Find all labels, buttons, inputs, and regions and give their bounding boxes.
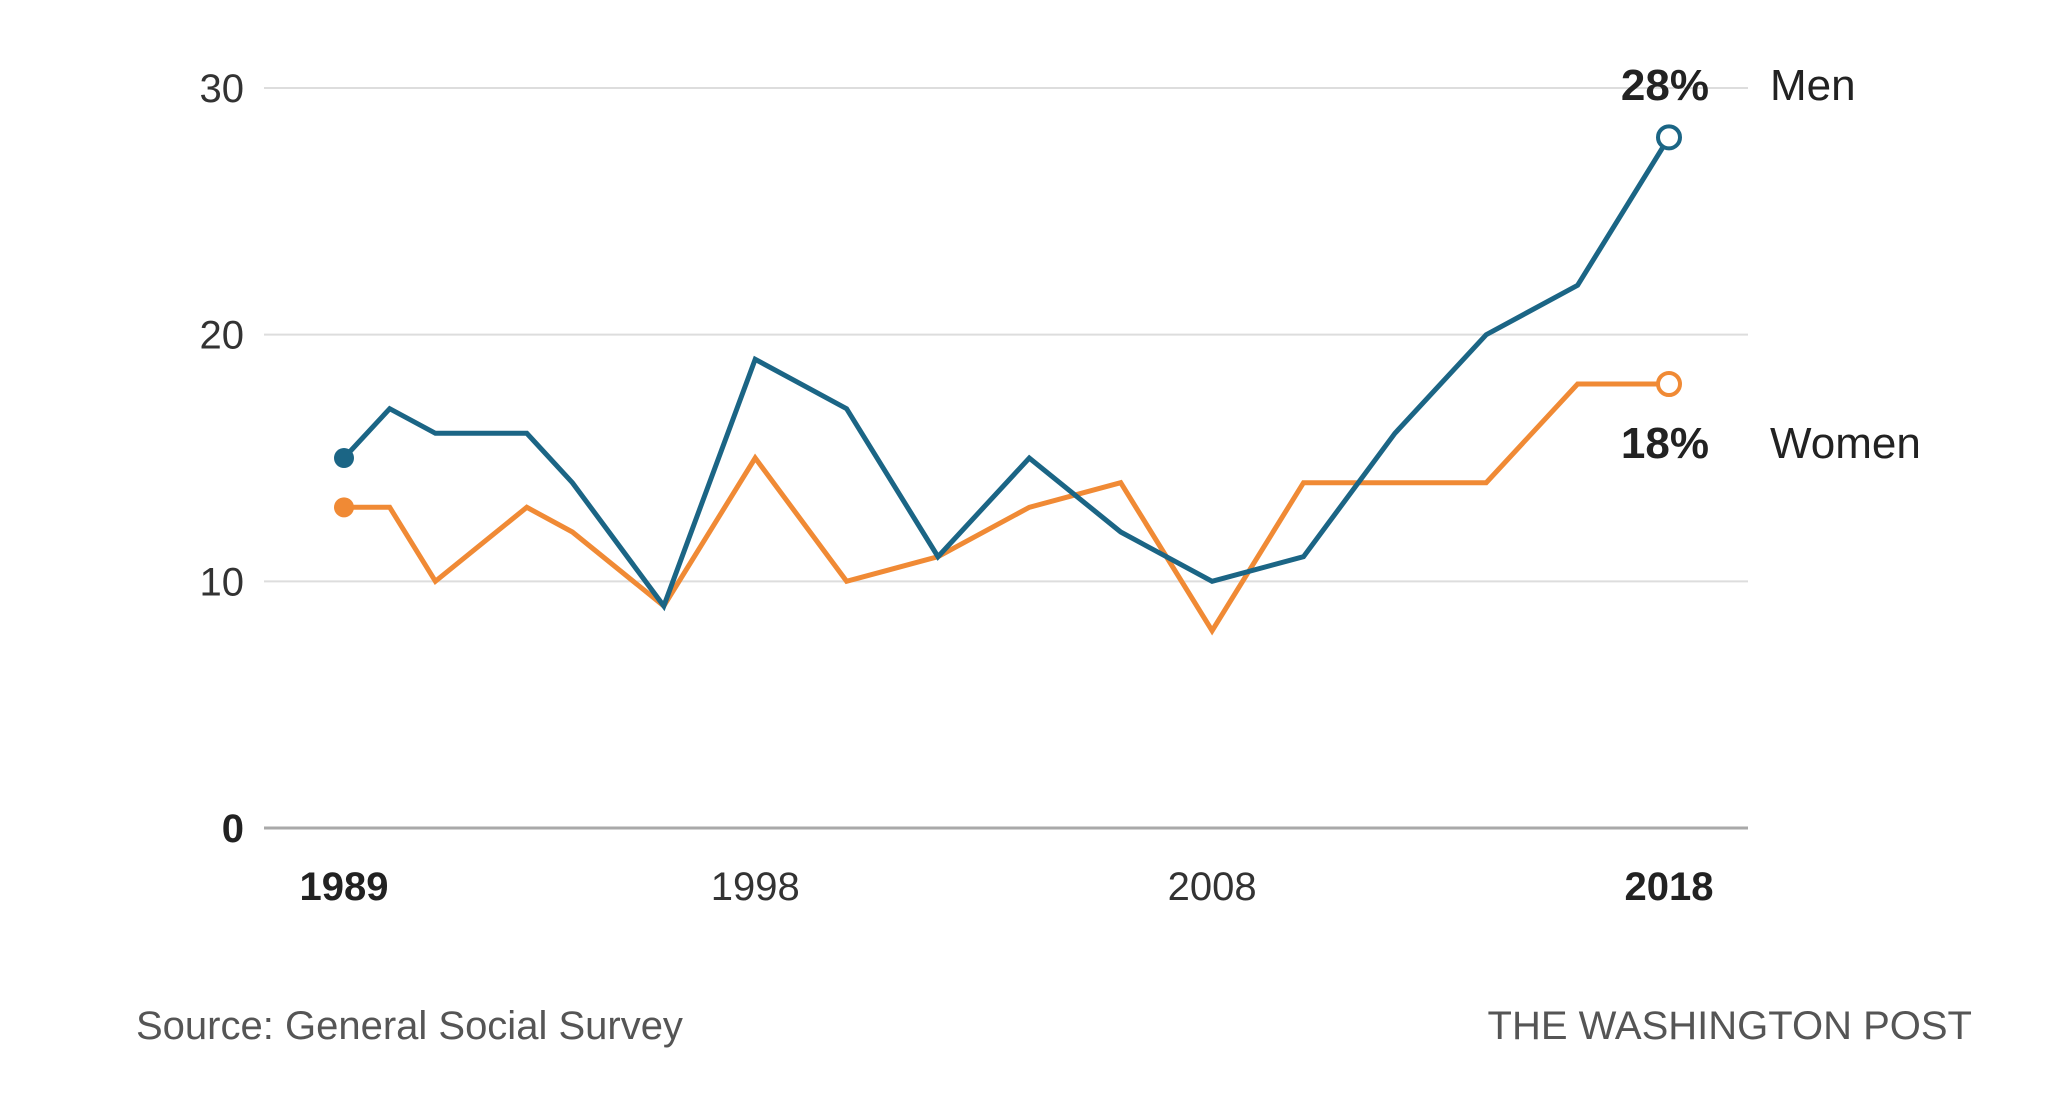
men-start-point bbox=[334, 448, 354, 468]
women-series-label: Women bbox=[1770, 419, 1921, 468]
y-axis-ticks: 0 10 20 30 bbox=[200, 67, 245, 851]
x-tick-label-1989: 1989 bbox=[300, 865, 389, 909]
men-series-label: Men bbox=[1770, 61, 1856, 110]
y-tick-label-10: 10 bbox=[200, 560, 245, 604]
series-lines bbox=[334, 124, 1682, 636]
women-line bbox=[344, 381, 1669, 636]
x-tick-label-1998: 1998 bbox=[711, 865, 800, 909]
men-end-point bbox=[1656, 124, 1682, 151]
x-tick-label-2008: 2008 bbox=[1168, 865, 1257, 909]
women-start-point bbox=[334, 497, 354, 518]
x-tick-label-2018: 2018 bbox=[1625, 865, 1714, 909]
gridlines bbox=[264, 87, 1748, 830]
y-tick-label-0: 0 bbox=[222, 807, 244, 851]
source-note: Source: General Social Survey bbox=[136, 1004, 683, 1048]
men-end-value: 28% bbox=[1621, 61, 1709, 110]
publisher-credit: THE WASHINGTON POST bbox=[1487, 1004, 1972, 1048]
end-labels: 28% Men 18% Women bbox=[1621, 61, 1921, 468]
x-axis-ticks: 1989 1998 2008 2018 bbox=[300, 865, 1714, 909]
women-end-point bbox=[1656, 371, 1682, 397]
women-end-value: 18% bbox=[1621, 419, 1709, 468]
y-tick-label-30: 30 bbox=[200, 67, 245, 111]
men-line bbox=[342, 135, 1672, 612]
y-tick-label-20: 20 bbox=[200, 314, 245, 358]
